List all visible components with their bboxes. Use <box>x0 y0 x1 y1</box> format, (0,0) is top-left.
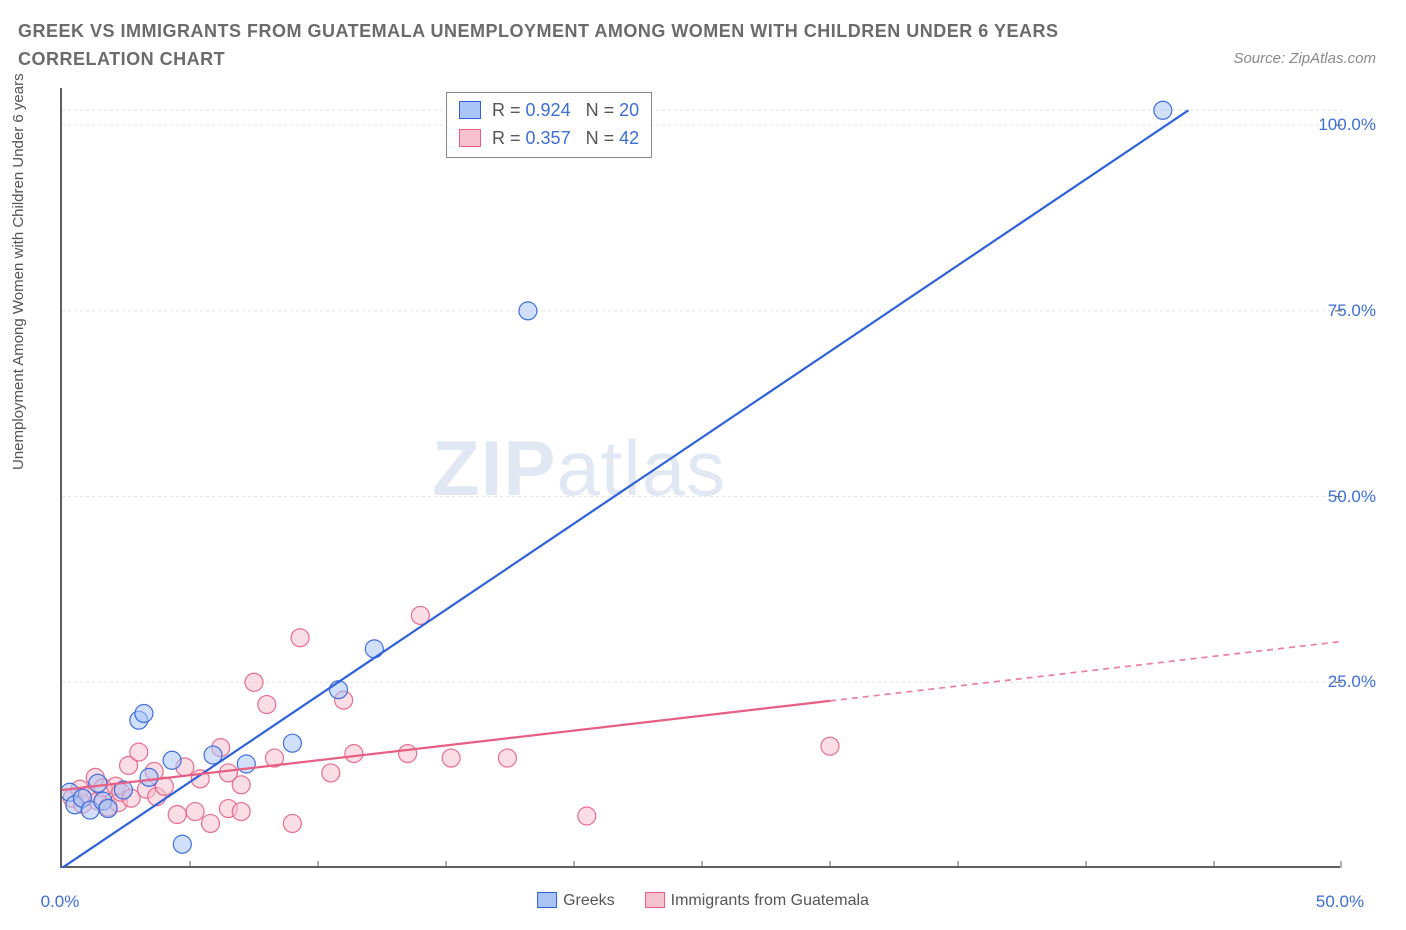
stats-r-label: R = <box>492 100 526 120</box>
stats-legend-box: R = 0.924 N = 20 R = 0.357 N = 42 <box>446 92 652 158</box>
x-tick-label: 50.0% <box>1316 892 1364 912</box>
plot-svg <box>62 88 1342 868</box>
stats-swatch <box>459 129 481 147</box>
y-tick-label: 100.0% <box>1318 115 1376 135</box>
legend-swatch <box>537 892 557 908</box>
stats-n-value: 20 <box>619 100 639 120</box>
stats-swatch <box>459 101 481 119</box>
y-tick-label: 75.0% <box>1328 301 1376 321</box>
legend-item: Immigrants from Guatemala <box>645 892 869 910</box>
bottom-legend: Greeks Immigrants from Guatemala <box>537 892 869 910</box>
stats-r-value: 0.357 <box>526 128 571 148</box>
source-label: Source: ZipAtlas.com <box>1233 50 1376 67</box>
legend-label: Greeks <box>563 892 615 909</box>
stats-row: R = 0.924 N = 20 <box>459 97 639 125</box>
chart-container: GREEK VS IMMIGRANTS FROM GUATEMALA UNEMP… <box>0 0 1406 930</box>
plot-area: ZIPatlas <box>60 88 1340 868</box>
x-tick-label: 0.0% <box>41 892 80 912</box>
legend-label: Immigrants from Guatemala <box>671 892 869 909</box>
y-axis-label: Unemployment Among Women with Children U… <box>10 73 27 470</box>
stats-n-label: N = <box>586 100 620 120</box>
stats-row: R = 0.357 N = 42 <box>459 125 639 153</box>
legend-item: Greeks <box>537 892 615 910</box>
stats-n-value: 42 <box>619 128 639 148</box>
stats-r-value: 0.924 <box>526 100 571 120</box>
stats-n-label: N = <box>586 128 620 148</box>
legend-swatch <box>645 892 665 908</box>
y-tick-label: 50.0% <box>1328 487 1376 507</box>
y-tick-label: 25.0% <box>1328 672 1376 692</box>
stats-r-label: R = <box>492 128 526 148</box>
chart-title: GREEK VS IMMIGRANTS FROM GUATEMALA UNEMP… <box>18 18 1138 74</box>
